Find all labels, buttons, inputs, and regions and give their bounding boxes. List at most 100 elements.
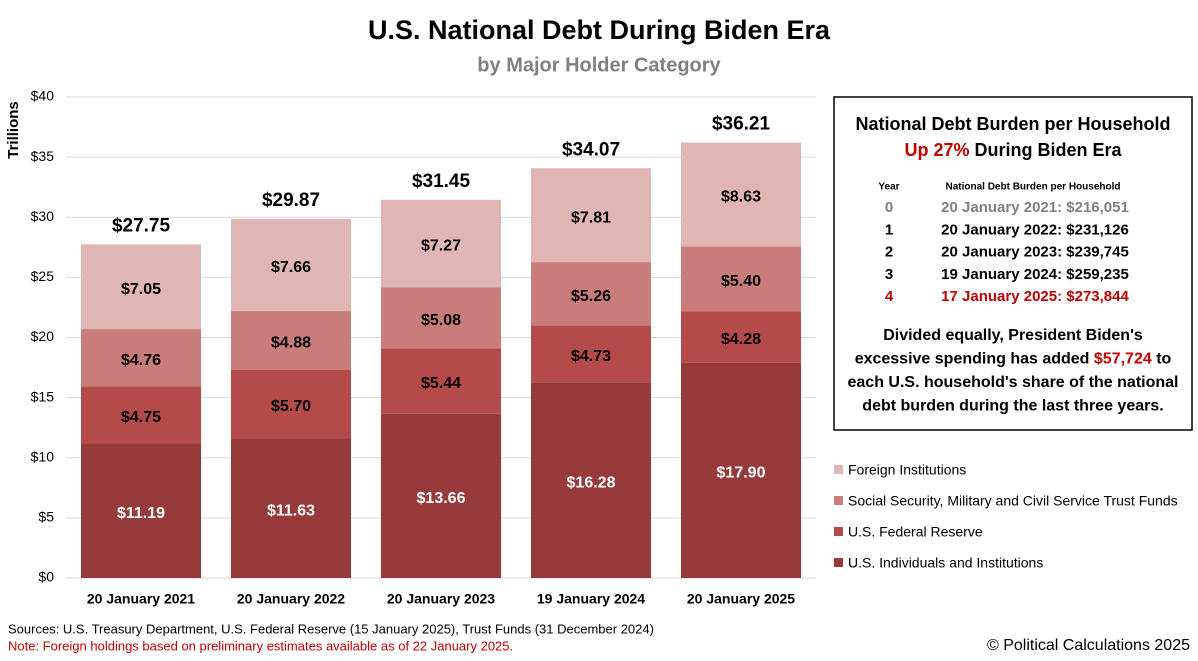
bar-segment bbox=[231, 310, 351, 370]
chart-subtitle: by Major Holder Category bbox=[477, 54, 721, 76]
data-label: $5.40 bbox=[721, 273, 761, 290]
data-label: $7.27 bbox=[421, 238, 461, 255]
bar-segment bbox=[381, 413, 501, 578]
data-label: $8.63 bbox=[721, 189, 761, 206]
x-tick-label: 20 January 2025 bbox=[687, 591, 795, 607]
bar-segment bbox=[231, 369, 351, 439]
footnote: Note: Foreign holdings based on prelimin… bbox=[8, 638, 513, 653]
table-cell: 4 bbox=[885, 288, 894, 305]
data-label: $7.66 bbox=[271, 259, 311, 276]
bar-segment bbox=[681, 362, 801, 578]
data-label: $5.70 bbox=[271, 398, 311, 415]
bar-segment bbox=[381, 199, 501, 288]
panel-text: debt burden during the last three years. bbox=[862, 398, 1163, 415]
text-run: During Biden Era bbox=[970, 140, 1123, 160]
table-header: National Debt Burden per Household bbox=[945, 182, 1120, 193]
credit: © Political Calculations 2025 bbox=[987, 637, 1190, 654]
table-header: Year bbox=[878, 182, 899, 193]
x-tick-label: 20 January 2021 bbox=[87, 591, 195, 607]
total-label: $27.75 bbox=[112, 215, 171, 236]
text-run: National Debt Burden per Household bbox=[855, 114, 1170, 134]
bar-segment bbox=[81, 443, 201, 578]
data-label: $7.05 bbox=[121, 281, 161, 298]
x-tick-label: 20 January 2022 bbox=[237, 591, 345, 607]
bar-segment bbox=[81, 244, 201, 330]
data-label: $5.26 bbox=[571, 288, 611, 305]
y-tick-label: $40 bbox=[31, 88, 55, 104]
data-label: $5.44 bbox=[421, 375, 461, 392]
table-cell: 20 January 2023: $239,745 bbox=[941, 244, 1129, 261]
data-label: $13.66 bbox=[417, 490, 466, 507]
data-label: $11.63 bbox=[267, 502, 315, 519]
bar-segment bbox=[681, 246, 801, 312]
table-cell: 2 bbox=[885, 244, 893, 261]
y-tick-label: $10 bbox=[31, 448, 55, 464]
bar-segment bbox=[81, 329, 201, 387]
legend-swatch bbox=[834, 465, 843, 474]
legend-swatch bbox=[834, 527, 843, 536]
total-label: $29.87 bbox=[262, 190, 320, 211]
bar-segment bbox=[681, 142, 801, 247]
table-cell: 3 bbox=[885, 266, 893, 283]
data-label: $5.08 bbox=[421, 312, 461, 329]
legend-label: U.S. Federal Reserve bbox=[848, 524, 983, 540]
bar-segment bbox=[231, 438, 351, 578]
table-cell: 0 bbox=[885, 199, 893, 216]
panel-text: each U.S. household's share of the natio… bbox=[848, 374, 1179, 391]
data-label: $4.75 bbox=[121, 409, 161, 426]
data-label: $4.28 bbox=[721, 331, 761, 348]
text-run: to bbox=[1152, 351, 1172, 368]
text-run: excessive spending has added bbox=[855, 351, 1094, 368]
bar-segment bbox=[381, 348, 501, 414]
bar-segment bbox=[681, 311, 801, 363]
data-label: $7.81 bbox=[571, 209, 611, 226]
total-label: $36.21 bbox=[712, 114, 771, 135]
total-label: $34.07 bbox=[562, 139, 620, 160]
bar-segment bbox=[81, 386, 201, 444]
y-tick-label: $5 bbox=[38, 509, 54, 525]
y-axis-label: Trillions bbox=[5, 101, 22, 159]
text-run: $57,724 bbox=[1094, 351, 1152, 368]
bar-segment bbox=[231, 218, 351, 311]
y-tick-label: $30 bbox=[31, 208, 55, 224]
text-run: each U.S. household's share of the natio… bbox=[848, 374, 1179, 391]
y-tick-label: $35 bbox=[31, 148, 55, 164]
data-label: $17.90 bbox=[717, 465, 766, 482]
table-cell: 19 January 2024: $259,235 bbox=[941, 266, 1129, 283]
bar-segment bbox=[381, 287, 501, 349]
y-tick-label: $20 bbox=[31, 328, 55, 344]
text-run: Divided equally, President Biden's bbox=[883, 327, 1143, 344]
bar-segment bbox=[531, 382, 651, 578]
bar-segment bbox=[531, 325, 651, 383]
y-tick-label: $25 bbox=[31, 268, 55, 284]
legend-label: U.S. Individuals and Institutions bbox=[848, 555, 1043, 571]
total-label: $31.45 bbox=[412, 171, 471, 192]
x-tick-label: 20 January 2023 bbox=[387, 591, 495, 607]
legend-swatch bbox=[834, 496, 843, 505]
panel-text: Up 27% During Biden Era bbox=[904, 140, 1122, 160]
y-tick-label: $0 bbox=[38, 569, 54, 585]
table-cell: 20 January 2021: $216,051 bbox=[941, 199, 1129, 216]
data-label: $11.19 bbox=[117, 505, 165, 522]
chart-title: U.S. National Debt During Biden Era bbox=[368, 15, 831, 45]
data-label: $16.28 bbox=[567, 474, 616, 491]
sources-note: Sources: U.S. Treasury Department, U.S. … bbox=[8, 621, 654, 636]
info-panel bbox=[833, 96, 1193, 431]
data-label: $4.73 bbox=[571, 348, 611, 365]
x-tick-label: 19 January 2024 bbox=[537, 591, 645, 607]
data-label: $4.88 bbox=[271, 334, 311, 351]
panel-text: excessive spending has added $57,724 to bbox=[855, 351, 1172, 368]
text-run: Up 27% bbox=[904, 140, 969, 160]
legend-label: Social Security, Military and Civil Serv… bbox=[848, 493, 1178, 509]
table-cell: 20 January 2022: $231,126 bbox=[941, 221, 1129, 238]
data-label: $4.76 bbox=[121, 352, 161, 369]
y-tick-label: $15 bbox=[31, 388, 55, 404]
bar-segment bbox=[531, 262, 651, 326]
table-cell: 1 bbox=[885, 221, 893, 238]
bar-segment bbox=[531, 168, 651, 263]
panel-text: Divided equally, President Biden's bbox=[883, 327, 1143, 344]
text-run: debt burden during the last three years. bbox=[862, 398, 1163, 415]
table-cell: 17 January 2025: $273,844 bbox=[941, 288, 1129, 305]
